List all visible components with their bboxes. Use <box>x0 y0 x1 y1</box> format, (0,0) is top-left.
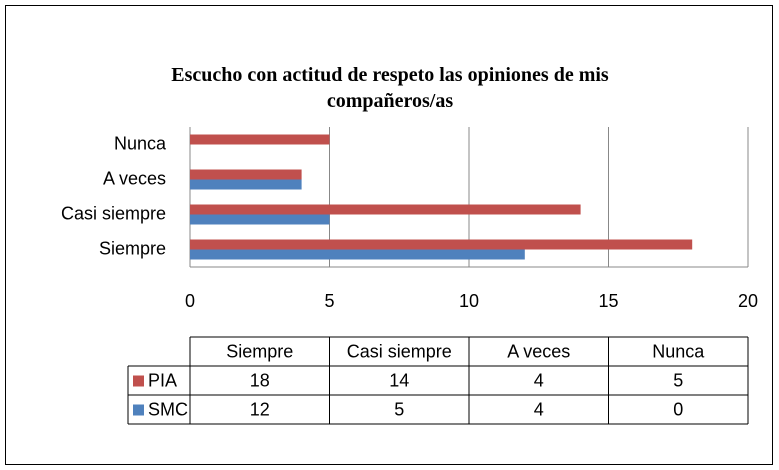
table-cell: 12 <box>250 399 270 419</box>
table-cell: 4 <box>534 399 544 419</box>
table-cell: 14 <box>389 370 409 390</box>
legend-key <box>133 404 144 416</box>
table-cell: 5 <box>394 399 404 419</box>
bar <box>190 204 581 215</box>
legend-label: PIA <box>148 370 177 390</box>
x-tick-label: 5 <box>324 291 334 311</box>
table-header: A veces <box>507 341 570 361</box>
bar <box>190 134 330 145</box>
table-cell: 4 <box>534 370 544 390</box>
y-tick-label: Siempre <box>99 238 166 258</box>
y-tick-label: Nunca <box>114 133 167 153</box>
legend-key <box>133 375 144 387</box>
bar <box>190 169 302 180</box>
table-header: Casi siempre <box>347 341 452 361</box>
chart-border <box>5 5 773 465</box>
x-tick-label: 15 <box>598 291 618 311</box>
chart-title: Escucho con actitud de respeto las opini… <box>171 64 609 112</box>
table-cell: 5 <box>673 370 683 390</box>
x-tick-label: 20 <box>738 291 758 311</box>
legend-label: SMC <box>148 399 188 419</box>
table-header: Nunca <box>652 341 705 361</box>
bar <box>190 179 302 190</box>
bar <box>190 239 693 250</box>
table-cell: 18 <box>250 370 270 390</box>
y-tick-label: A veces <box>103 168 166 188</box>
table-header: Siempre <box>226 341 293 361</box>
y-tick-label: Casi siempre <box>61 203 166 223</box>
x-tick-label: 10 <box>459 291 479 311</box>
table-cell: 0 <box>673 399 683 419</box>
bar <box>190 214 330 225</box>
bar <box>190 249 525 260</box>
x-tick-label: 0 <box>185 291 195 311</box>
